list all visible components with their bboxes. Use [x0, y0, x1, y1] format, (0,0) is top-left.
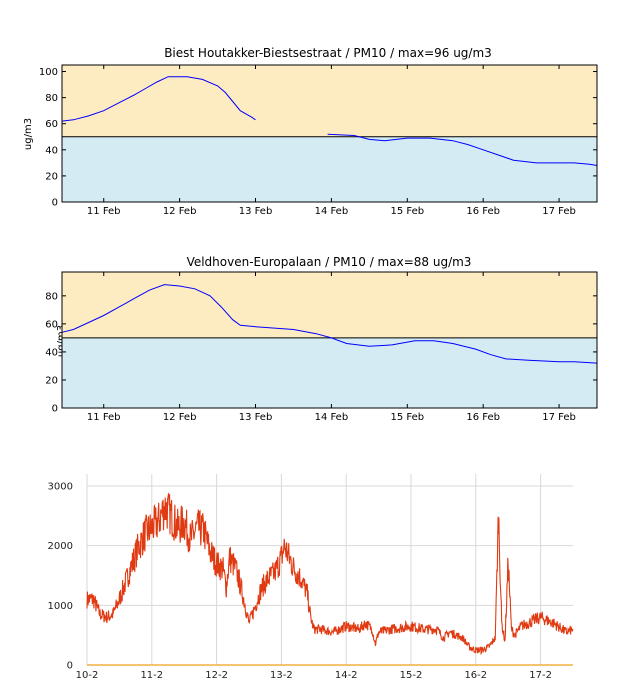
chart-3-y-tick-label: 2000	[48, 541, 73, 552]
chart-1-y-axis-label: ug/m3	[23, 118, 34, 150]
chart-3-x-tick-label: 15-2	[400, 670, 423, 681]
chart-2: Veldhoven-Europalaan / PM10 / max=88 ug/…	[45, 255, 598, 423]
chart-2-series-segment-1	[61, 284, 598, 364]
chart-2-y-tick-label: 20	[45, 375, 58, 386]
chart-1-above-threshold-band	[62, 65, 597, 137]
chart-3-y-tick-label: 0	[67, 661, 73, 672]
chart-2-y-tick-label: 60	[45, 319, 58, 330]
chart-1-y-tick-label: 0	[52, 198, 58, 209]
chart-1-series-segment-1	[61, 76, 256, 122]
chart-3-x-tick-label: 16-2	[464, 670, 487, 681]
chart-1-x-tick-label: 17 Feb	[542, 206, 576, 217]
chart-2-x-tick-label: 16 Feb	[466, 412, 500, 423]
chart-3-series-line	[86, 492, 574, 656]
chart-2-x-tick-label: 13 Feb	[239, 412, 273, 423]
chart-1-y-tick-label: 40	[45, 145, 58, 156]
chart-2-y-tick-label: 80	[45, 291, 58, 302]
chart-1-x-tick-label: 14 Feb	[315, 206, 349, 217]
chart-2-title: Veldhoven-Europalaan / PM10 / max=88 ug/…	[187, 255, 472, 269]
chart-1-x-tick-label: 12 Feb	[163, 206, 197, 217]
chart-2-y-tick-label: 40	[45, 347, 58, 358]
chart-2-x-tick-label: 12 Feb	[163, 412, 197, 423]
chart-3-x-tick-label: 14-2	[335, 670, 358, 681]
chart-2-x-tick-label: 14 Feb	[315, 412, 349, 423]
chart-3-y-tick-label: 3000	[48, 481, 73, 492]
chart-1-x-tick-label: 11 Feb	[87, 206, 121, 217]
chart-1-y-tick-label: 60	[45, 119, 58, 130]
chart-1: Biest Houtakker-Biestsestraat / PM10 / m…	[23, 46, 598, 217]
chart-1-y-tick-label: 20	[45, 171, 58, 182]
chart-1-x-tick-label: 15 Feb	[390, 206, 424, 217]
chart-2-x-tick-label: 11 Feb	[87, 412, 121, 423]
chart-1-y-tick-label: 80	[45, 93, 58, 104]
chart-2-y-tick-label: 0	[52, 404, 58, 415]
chart-1-x-tick-label: 13 Feb	[239, 206, 273, 217]
chart-1-y-tick-label: 100	[39, 67, 58, 78]
chart-1-title: Biest Houtakker-Biestsestraat / PM10 / m…	[164, 46, 492, 60]
chart-3-x-tick-label: 13-2	[270, 670, 293, 681]
chart-2-above-threshold-band	[62, 272, 597, 338]
chart-1-frame	[61, 64, 598, 203]
chart-2-frame	[61, 271, 598, 409]
chart-3-x-tick-label: 12-2	[205, 670, 228, 681]
chart-2-below-threshold-band	[62, 337, 597, 408]
chart-3: 0 1000 2000 3000 10-2 11-2 12-2 13-2 14-2 15-2 16…	[48, 474, 574, 681]
chart-1-below-threshold-band	[62, 136, 597, 202]
chart-3-x-tick-label: 17-2	[529, 670, 552, 681]
chart-3-x-tick-label: 10-2	[76, 670, 99, 681]
chart-1-x-tick-label: 16 Feb	[466, 206, 500, 217]
chart-2-x-tick-label: 15 Feb	[390, 412, 424, 423]
chart-1-series-segment-2	[327, 133, 598, 166]
chart-3-x-tick-label: 11-2	[140, 670, 163, 681]
chart-2-x-tick-label: 17 Feb	[542, 412, 576, 423]
chart-3-y-tick-label: 1000	[48, 601, 73, 612]
